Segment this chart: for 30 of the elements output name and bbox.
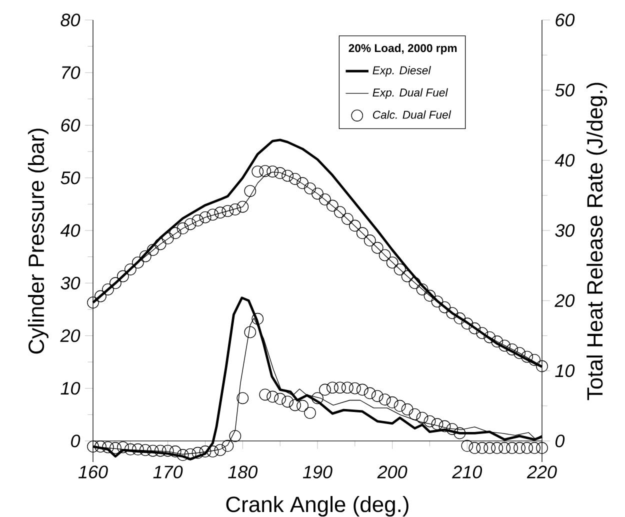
y-tick-label: 10 <box>60 382 80 395</box>
y2-tick-label: 30 <box>555 224 575 237</box>
x-tick-label: 170 <box>153 466 183 478</box>
x-tick-label: 210 <box>452 466 482 478</box>
x-axis-title: Crank Angle (deg.) <box>226 496 408 517</box>
y-tick-label: 20 <box>60 329 80 342</box>
legend-label: Calc. Dual Fuel <box>372 110 452 119</box>
y2-tick-label: 20 <box>554 294 575 307</box>
x-tick-label: 160 <box>78 466 108 478</box>
y2-tick-label: 10 <box>555 364 575 378</box>
x-tick-label: 220 <box>526 466 557 478</box>
y-tick-label: 0 <box>71 434 80 448</box>
y-tick-label: 40 <box>60 224 80 237</box>
y2-axis-title: Total Heat Release Rate (J/deg.) <box>586 82 608 400</box>
x-tick-label: 180 <box>228 466 258 478</box>
legend-title: 20% Load, 2000 rpm <box>348 44 457 54</box>
y-axis-title: Cylinder Pressure (bar) <box>28 128 48 354</box>
y-tick-label: 30 <box>60 276 80 290</box>
y2-tick-label: 50 <box>555 84 575 97</box>
y2-tick-label: 60 <box>556 14 575 26</box>
y-tick-label: 80 <box>60 14 80 26</box>
y-tick-label: 50 <box>60 171 80 184</box>
x-tick-label: 200 <box>377 466 408 478</box>
legend-label: Exp. Diesel <box>372 66 431 77</box>
y2-tick-label: 0 <box>555 434 565 448</box>
legend-label: Exp. Dual Fuel <box>372 88 448 99</box>
x-tick-label: 190 <box>302 466 332 478</box>
y2-tick-label: 40 <box>554 154 575 167</box>
y-tick-label: 60 <box>61 118 80 132</box>
y-tick-label: 70 <box>62 66 80 79</box>
